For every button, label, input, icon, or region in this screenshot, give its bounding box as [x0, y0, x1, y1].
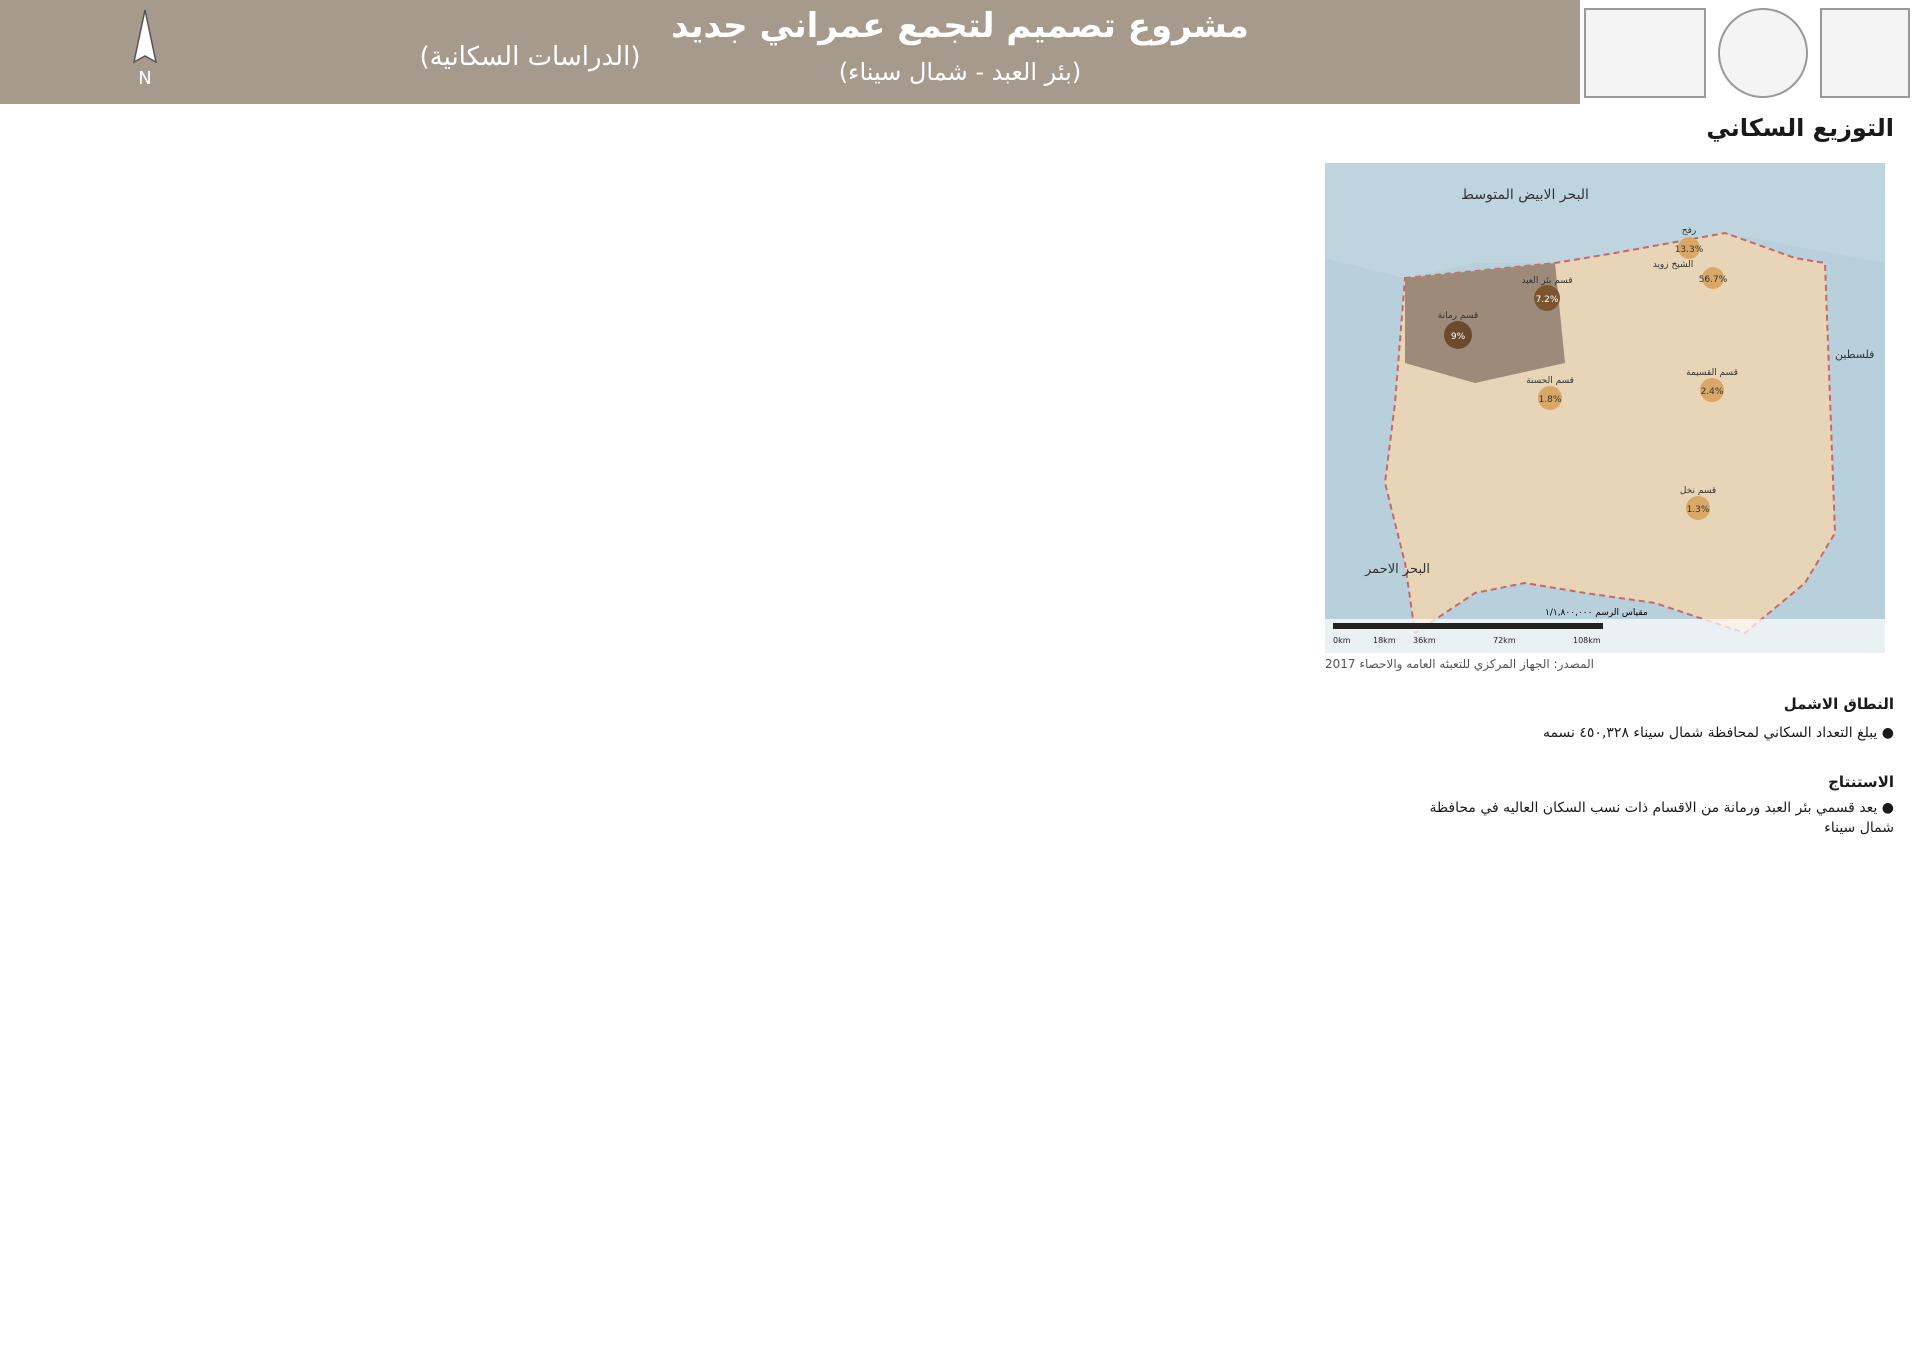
svg-text:36km: 36km [1413, 636, 1436, 645]
page-title: مشروع تصميم لتجمع عمراني جديد [671, 6, 1249, 46]
map-scale: مقياس الرسم ١/١,٨٠٠,٠٠٠ [1545, 608, 1648, 618]
svg-text:72km: 72km [1493, 636, 1516, 645]
svg-text:18km: 18km [1373, 636, 1396, 645]
logo-panel [1580, 0, 1920, 104]
faculty-seal [1718, 8, 1808, 98]
header-band: N (الدراسات السكانية) مشروع تصميم لتجمع … [0, 0, 1920, 104]
svg-text:قسم نخل: قسم نخل [1680, 486, 1716, 496]
distribution-region: النطاق الاشمل [1783, 695, 1894, 713]
red-sea-label: البحر الاحمر [1364, 562, 1430, 577]
distribution-conclusion: ● يعد قسمي بئر العبد ورمانة من الاقسام ذ… [1429, 800, 1894, 836]
studies-label: (الدراسات السكانية) [419, 42, 641, 72]
svg-text:7.2%: 7.2% [1536, 295, 1559, 305]
svg-text:9%: 9% [1451, 332, 1466, 342]
palestine-label: فلسطين [1835, 348, 1874, 361]
north-arrow-icon: N [132, 9, 158, 89]
svg-text:الشيخ زويد: الشيخ زويد [1653, 260, 1694, 270]
region-map: البحر الابيض المتوسط البحر الاحمر فلسطين… [1325, 163, 1885, 653]
distribution-source: المصدر: الجهاز المركزي للتعبئه العامه وا… [1325, 657, 1595, 671]
department-logo [1584, 8, 1706, 98]
distribution-title: التوزيع السكاني [1706, 114, 1894, 142]
svg-text:1.8%: 1.8% [1539, 395, 1562, 405]
svg-text:قسم القسيمة: قسم القسيمة [1686, 368, 1738, 378]
svg-text:قسم الحسنة: قسم الحسنة [1526, 376, 1574, 386]
svg-text:56.7%: 56.7% [1699, 275, 1728, 285]
university-logo [1820, 8, 1910, 98]
svg-text:قسم بئر العبد: قسم بئر العبد [1521, 276, 1572, 286]
svg-text:108km: 108km [1573, 636, 1601, 645]
svg-text:1.3%: 1.3% [1687, 505, 1710, 515]
svg-text:2.4%: 2.4% [1701, 387, 1724, 397]
svg-text:13.3%: 13.3% [1675, 245, 1704, 255]
svg-text:0km: 0km [1333, 636, 1351, 645]
distribution-conclusion-title: الاستنتاج [1828, 773, 1894, 791]
distribution-text: ● يبلغ التعداد السكاني لمحافظة شمال سينا… [1542, 725, 1894, 741]
page-subtitle: (بئر العبد - شمال سيناء) [838, 58, 1082, 86]
svg-text:قسم رمانة: قسم رمانة [1438, 311, 1478, 321]
svg-text:N: N [138, 68, 151, 89]
svg-text:رفح: رفح [1682, 226, 1696, 236]
sea-label: البحر الابيض المتوسط [1461, 187, 1589, 203]
